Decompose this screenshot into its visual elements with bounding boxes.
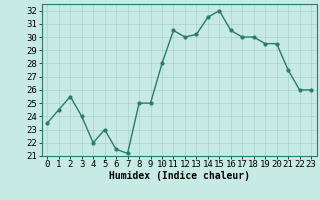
- X-axis label: Humidex (Indice chaleur): Humidex (Indice chaleur): [109, 171, 250, 181]
